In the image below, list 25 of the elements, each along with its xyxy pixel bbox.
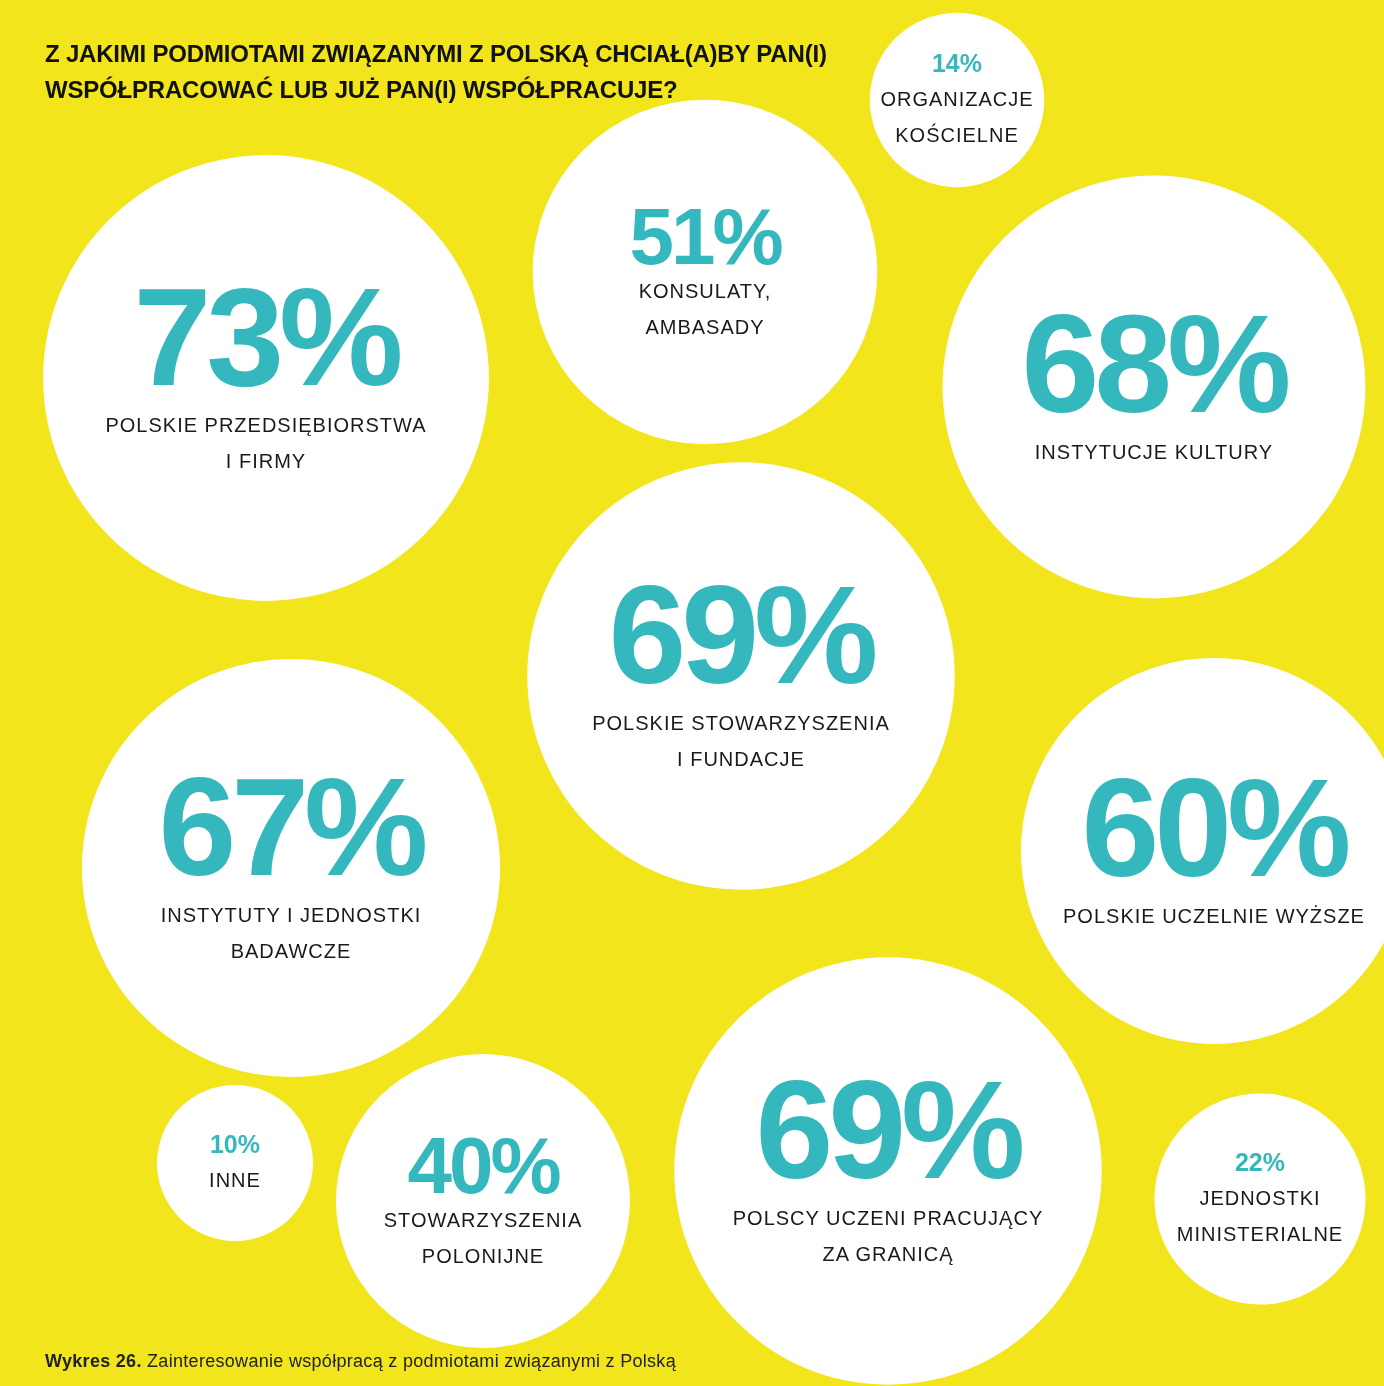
category-label: POLSKIE UCZELNIE WYŻSZE bbox=[1063, 904, 1365, 927]
category-label: ORGANIZACJE KOŚCIELNE bbox=[880, 88, 1034, 146]
data-label: 69% bbox=[755, 1051, 1023, 1208]
category-label: POLSKIE PRZEDSIĘBIORSTWA I FIRMY bbox=[105, 413, 427, 472]
data-label: 22% bbox=[1234, 1148, 1286, 1176]
category-label: INNE bbox=[209, 1169, 261, 1191]
data-label: 14% bbox=[931, 49, 983, 77]
category-label: JEDNOSTKI MINISTERIALNE bbox=[1176, 1187, 1344, 1245]
category-label: INSTYTUTY I JEDNOSTKI BADAWCZE bbox=[160, 903, 422, 962]
data-label: 69% bbox=[608, 556, 876, 713]
category-label: INSTYTUCJE KULTURY bbox=[1034, 440, 1274, 463]
category-label: POLSCY UCZENI PRACUJĄCY ZA GRANICĄ bbox=[732, 1206, 1044, 1265]
data-label: 40% bbox=[407, 1120, 561, 1210]
data-label: 67% bbox=[158, 748, 426, 905]
text: Zainteresowanie współpracą z podmiotami związanymi z Polską bbox=[146, 1351, 676, 1371]
category-label: KONSULATY, AMBASADY bbox=[638, 279, 772, 338]
data-label: 73% bbox=[133, 258, 401, 415]
data-label: 60% bbox=[1081, 749, 1349, 906]
data-label: 68% bbox=[1021, 285, 1289, 442]
text: Z JAKIMI PODMIOTAMI ZWIĄZANYMI Z POLSKĄ CHCIAŁ(A)BY PAN(I) WSPÓŁPRACOWAĆ LUB JUŻ PAN(I) WSPÓŁPRACUJE? bbox=[45, 40, 827, 103]
data-label: 10% bbox=[209, 1130, 261, 1158]
category-label: STOWARZYSZENIA POLONIJNE bbox=[383, 1208, 583, 1267]
category-label: POLSKIE STOWARZYSZENIA I FUNDACJE bbox=[592, 711, 890, 770]
text: Wykres 26. bbox=[45, 1351, 142, 1371]
data-label: 51% bbox=[629, 191, 783, 281]
